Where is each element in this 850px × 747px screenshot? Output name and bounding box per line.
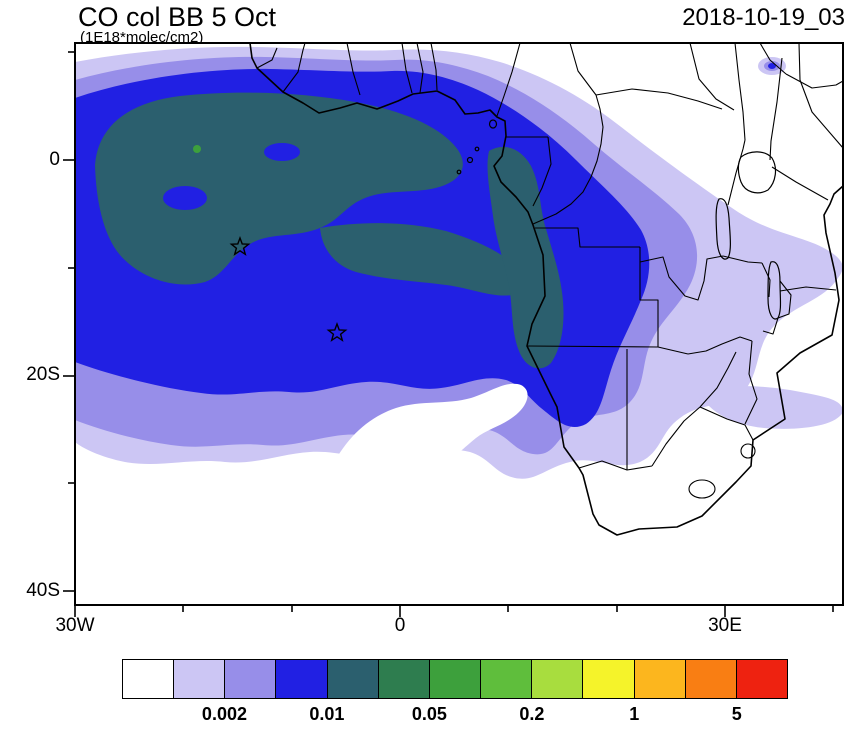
colorbar-tick-1: 0.002 [201,704,247,724]
plot-frame [74,42,844,606]
lake-tanganyika [715,198,731,260]
map-canvas [63,42,844,617]
island-principe [474,146,480,152]
star-marker-2 [326,321,348,342]
colorbar-tick-6: 5 [731,704,742,724]
contour-level4-core [95,92,463,285]
contour-fill-layers [75,46,843,479]
colorbar-swatch [428,659,482,699]
ne-spot-inner [768,63,776,69]
contour-hole-1 [163,186,207,210]
contour-level1-southeast-patch [700,386,843,429]
colorbar-swatch [735,659,789,699]
plot-title: CO col BB 5 Oct [78,2,277,32]
colorbar-tick-3: 0.05 [411,704,447,724]
y-axis-label-20s: 20S [26,364,60,385]
colorbar-swatch [480,659,533,699]
contour-hole-2 [264,143,300,161]
colorbar-swatch [122,659,175,699]
colorbar-swatches [122,659,789,699]
y-axis-label-0: 0 [49,149,60,170]
station-markers [229,235,348,342]
colorbar-swatch [582,659,635,699]
border-lesotho [688,479,716,499]
contour-level4-coastal [487,146,564,369]
x-axis-label-30w: 30W [55,615,95,636]
border-eswatini [740,443,756,459]
colorbar-tick-2: 0.01 [309,704,345,724]
star-marker-1 [229,235,251,256]
contour-level4-tongue [320,223,527,296]
contour-northeast-spot [758,57,786,75]
colorbar-swatch [275,659,328,699]
colorbar-swatch [684,659,737,699]
colorbar-labels: 0.002 0.01 0.05 0.2 1 5 [122,704,788,726]
contour-green-spot [193,145,201,153]
contour-white-wedge [330,383,528,473]
colorbar-swatch [224,659,277,699]
y-axis-label-40s: 40S [26,580,60,601]
lake-victoria [737,151,777,194]
coastline-group [249,43,843,536]
colorbar-swatch [326,659,379,699]
lake-malawi [767,261,782,320]
plot-datetime: 2018-10-19_03 [682,4,845,31]
island-bioko [488,119,498,129]
colorbar-tick-5: 1 [629,704,640,724]
colorbar-swatch [633,659,686,699]
colorbar-swatch [173,659,226,699]
axis-ticks [63,51,834,617]
colorbar-swatch [377,659,430,699]
x-axis-label-0: 0 [394,615,406,636]
island-annobon [456,169,462,175]
x-axis-label-30e: 30E [708,615,742,636]
island-sao-tome [466,156,474,164]
africa-coastline [249,43,843,536]
plot-units-subtitle: (1E18*molec/cm2) [80,29,204,46]
colorbar-tick-4: 0.2 [519,704,545,724]
colorbar-swatch [531,659,584,699]
